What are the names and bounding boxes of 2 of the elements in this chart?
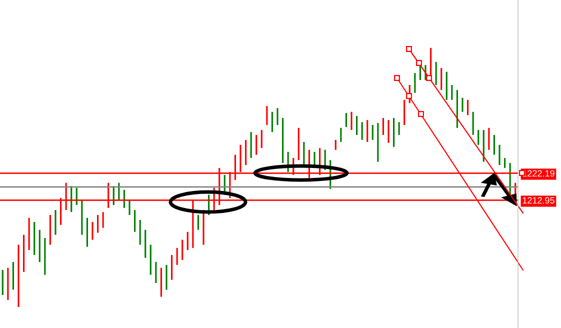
y-tick-label: 1222.19 bbox=[522, 170, 554, 177]
y-tick-label: 1212.95 bbox=[522, 197, 554, 204]
